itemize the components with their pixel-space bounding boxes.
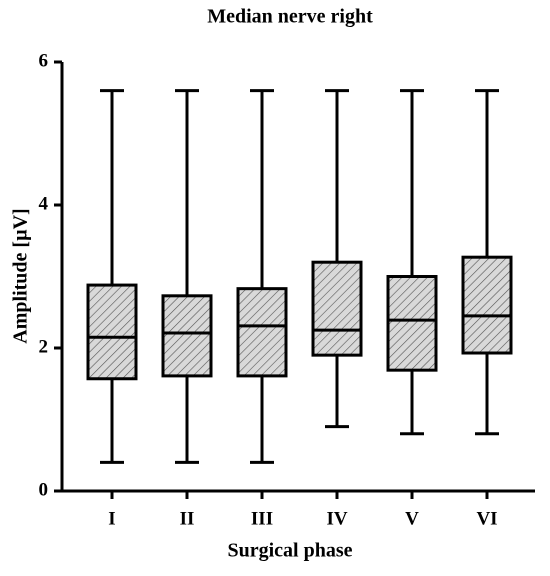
y-axis-label: Amplitude [µV] (10, 208, 32, 343)
box (236, 287, 288, 378)
chart-title: Median nerve right (207, 6, 373, 28)
x-tick-label: I (108, 508, 115, 529)
y-tick-label: 6 (39, 50, 49, 71)
x-axis-label: Surgical phase (227, 540, 352, 562)
box (461, 255, 513, 355)
y-tick-label: 0 (39, 479, 49, 500)
y-tick-label: 2 (39, 336, 49, 357)
x-tick-label: III (251, 508, 273, 529)
x-tick-label: VI (476, 508, 497, 529)
box (161, 294, 213, 378)
box (386, 275, 438, 372)
box (86, 283, 138, 381)
x-tick-label: IV (326, 508, 347, 529)
y-tick-label: 4 (39, 193, 49, 214)
box (311, 260, 363, 357)
x-tick-label: V (405, 508, 419, 529)
x-tick-label: II (180, 508, 195, 529)
